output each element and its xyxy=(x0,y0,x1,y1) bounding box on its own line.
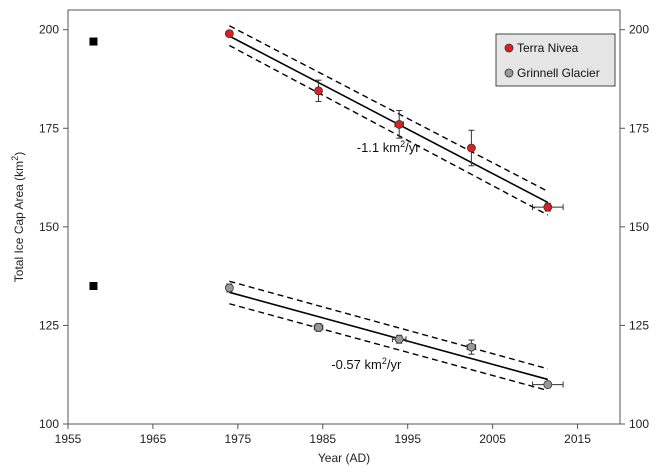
data-point xyxy=(466,143,476,153)
legend-marker-grinnell-glacier xyxy=(504,68,514,78)
x-tick-label: 1955 xyxy=(55,432,82,446)
y-tick-label-left: 200 xyxy=(39,23,59,37)
y-tick-label-right: 175 xyxy=(629,121,649,135)
data-point xyxy=(543,202,553,212)
legend-box xyxy=(495,33,616,87)
slope-label: -0.57 km2/yr xyxy=(331,356,402,372)
data-point xyxy=(224,29,234,39)
square-marker xyxy=(89,37,98,46)
legend: Terra Nivea Grinnell Glacier xyxy=(495,33,616,87)
x-tick-label: 2005 xyxy=(479,432,506,446)
legend-label-grinnell-glacier: Grinnell Glacier xyxy=(517,66,600,80)
y-axis-label: Total Ice Cap Area (km2) xyxy=(10,152,26,282)
x-tick-label: 1985 xyxy=(309,432,336,446)
square-marker xyxy=(89,282,98,290)
y-tick-label-right: 200 xyxy=(629,23,649,37)
slope-label: -1.1 km2/yr xyxy=(357,139,420,155)
y-tick-label-left: 125 xyxy=(39,318,59,332)
y-tick-label-left: 100 xyxy=(39,417,59,431)
confidence-band-lower xyxy=(229,303,548,392)
data-point xyxy=(394,119,404,129)
data-point xyxy=(314,86,323,96)
x-tick-label: 1995 xyxy=(394,432,421,446)
regression-line xyxy=(229,291,549,381)
legend-label-terra-nivea: Terra Nivea xyxy=(517,41,579,55)
x-axis-label: Year (AD) xyxy=(318,451,370,465)
regression-line xyxy=(228,35,549,204)
data-point xyxy=(314,322,323,332)
confidence-band-lower xyxy=(229,44,549,216)
x-tick-label: 1965 xyxy=(140,432,167,446)
data-point xyxy=(543,380,553,389)
confidence-band-upper xyxy=(229,280,549,370)
data-point xyxy=(466,342,476,352)
x-tick-label: 1975 xyxy=(224,432,251,446)
y-tick-label-right: 125 xyxy=(629,318,649,332)
data-point xyxy=(224,283,234,293)
y-tick-label-left: 150 xyxy=(39,220,59,234)
y-tick-label-right: 150 xyxy=(629,220,649,234)
y-tick-label-left: 175 xyxy=(39,121,59,135)
data-point xyxy=(394,334,404,344)
y-tick-label-right: 100 xyxy=(629,417,649,431)
legend-marker-terra-nivea xyxy=(504,43,514,53)
x-tick-label: 2015 xyxy=(564,432,591,446)
